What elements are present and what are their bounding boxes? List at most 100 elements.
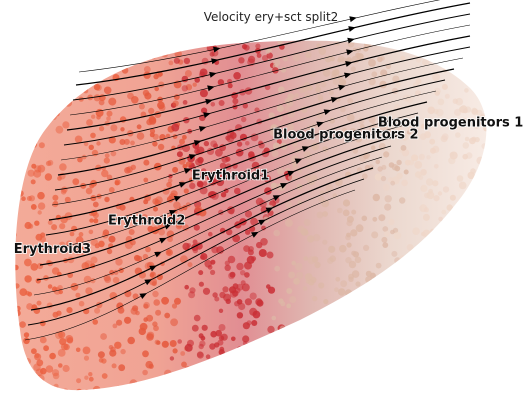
cell-dot bbox=[93, 83, 101, 91]
cell-dot bbox=[326, 314, 334, 321]
cell-dot bbox=[462, 108, 468, 114]
cell-dot bbox=[261, 349, 267, 356]
cell-dot bbox=[41, 54, 47, 61]
cell-dot bbox=[31, 40, 39, 43]
cell-dot bbox=[114, 341, 122, 349]
cell-dot bbox=[162, 340, 169, 348]
cell-dot bbox=[121, 67, 129, 74]
cell-dot bbox=[180, 351, 186, 356]
cell-dot bbox=[392, 75, 400, 83]
cell-dot bbox=[103, 157, 110, 164]
cell-dot bbox=[332, 318, 340, 326]
cell-dot bbox=[408, 333, 415, 340]
cell-dot bbox=[37, 90, 45, 97]
cell-dot bbox=[455, 341, 462, 348]
cell-dot bbox=[166, 181, 173, 188]
cell-dot bbox=[470, 54, 476, 60]
cell-dot bbox=[167, 236, 173, 243]
cell-dot bbox=[234, 187, 241, 195]
cell-dot bbox=[124, 61, 130, 67]
cell-dot bbox=[372, 216, 378, 222]
cell-dot bbox=[226, 228, 233, 236]
cell-dot bbox=[352, 47, 358, 52]
cell-dot bbox=[476, 109, 483, 117]
cell-dot bbox=[25, 60, 32, 67]
cell-dot bbox=[322, 69, 331, 77]
cell-dot bbox=[225, 298, 231, 304]
cell-dot bbox=[381, 236, 388, 243]
cell-dot bbox=[30, 204, 37, 210]
cell-dot bbox=[382, 226, 389, 232]
cell-dot bbox=[86, 72, 92, 78]
cell-dot bbox=[25, 290, 30, 296]
cell-dot bbox=[372, 279, 380, 288]
cell-dot bbox=[476, 156, 485, 165]
velocity-arrow bbox=[209, 71, 217, 78]
cell-dot bbox=[33, 388, 38, 391]
cell-dot bbox=[475, 185, 482, 192]
cell-dot bbox=[197, 375, 203, 382]
cell-dot bbox=[401, 134, 409, 141]
cell-dot bbox=[58, 289, 63, 295]
cell-dot bbox=[98, 240, 105, 248]
cell-dot bbox=[380, 175, 387, 182]
cell-dot bbox=[154, 339, 160, 345]
cell-dot bbox=[35, 278, 41, 284]
cell-dot bbox=[424, 265, 431, 272]
chart-title: Velocity ery+sct split2 bbox=[204, 10, 339, 24]
cell-dot bbox=[387, 324, 393, 330]
cell-dot bbox=[108, 345, 114, 350]
cell-dot bbox=[432, 73, 441, 82]
velocity-arrow bbox=[205, 98, 213, 105]
cell-dot bbox=[348, 313, 356, 321]
cell-dot bbox=[217, 79, 225, 86]
cell-dot bbox=[401, 343, 407, 349]
cell-dot bbox=[315, 86, 322, 93]
cell-dot bbox=[210, 330, 217, 338]
cell-dot bbox=[236, 312, 244, 319]
cell-dot bbox=[301, 345, 307, 352]
cell-dot bbox=[135, 310, 140, 316]
cell-dot bbox=[184, 284, 189, 290]
cell-dot bbox=[449, 355, 455, 361]
cell-dot bbox=[143, 177, 149, 183]
cell-dot bbox=[20, 385, 28, 391]
cell-dot bbox=[218, 308, 224, 313]
cell-dot bbox=[26, 34, 32, 40]
cell-dot bbox=[28, 195, 35, 202]
cell-dot bbox=[349, 299, 357, 308]
cell-dot bbox=[37, 202, 46, 210]
cell-dot bbox=[354, 370, 360, 376]
cell-dot bbox=[438, 227, 444, 232]
cell-dot bbox=[391, 250, 398, 257]
cell-dot bbox=[52, 391, 57, 396]
cell-dot bbox=[177, 381, 183, 387]
cell-dot bbox=[149, 271, 157, 279]
cell-dot bbox=[267, 286, 276, 294]
cell-dot bbox=[318, 335, 327, 344]
cell-dot bbox=[382, 299, 390, 306]
cell-dot bbox=[215, 329, 222, 337]
cell-dot bbox=[219, 291, 226, 299]
cell-dot bbox=[474, 372, 482, 379]
cell-dot bbox=[375, 159, 381, 165]
cell-dot bbox=[149, 35, 154, 40]
cell-dot bbox=[208, 231, 213, 237]
cell-dot bbox=[74, 34, 79, 39]
cell-dot bbox=[374, 173, 382, 181]
cell-dot bbox=[305, 51, 312, 59]
cell-dot bbox=[191, 324, 199, 332]
cell-dot bbox=[406, 244, 414, 251]
cell-dot bbox=[26, 303, 33, 310]
cell-dot bbox=[441, 133, 449, 141]
cell-dot bbox=[157, 143, 165, 151]
cell-dot bbox=[462, 48, 470, 56]
cell-dot bbox=[284, 218, 293, 227]
cell-dot bbox=[234, 301, 240, 307]
cell-dot bbox=[28, 223, 34, 229]
cell-dot bbox=[463, 275, 471, 283]
cell-dot bbox=[391, 337, 397, 344]
cell-dot bbox=[340, 106, 346, 113]
cell-dot bbox=[289, 296, 297, 303]
cell-dot bbox=[154, 86, 159, 92]
